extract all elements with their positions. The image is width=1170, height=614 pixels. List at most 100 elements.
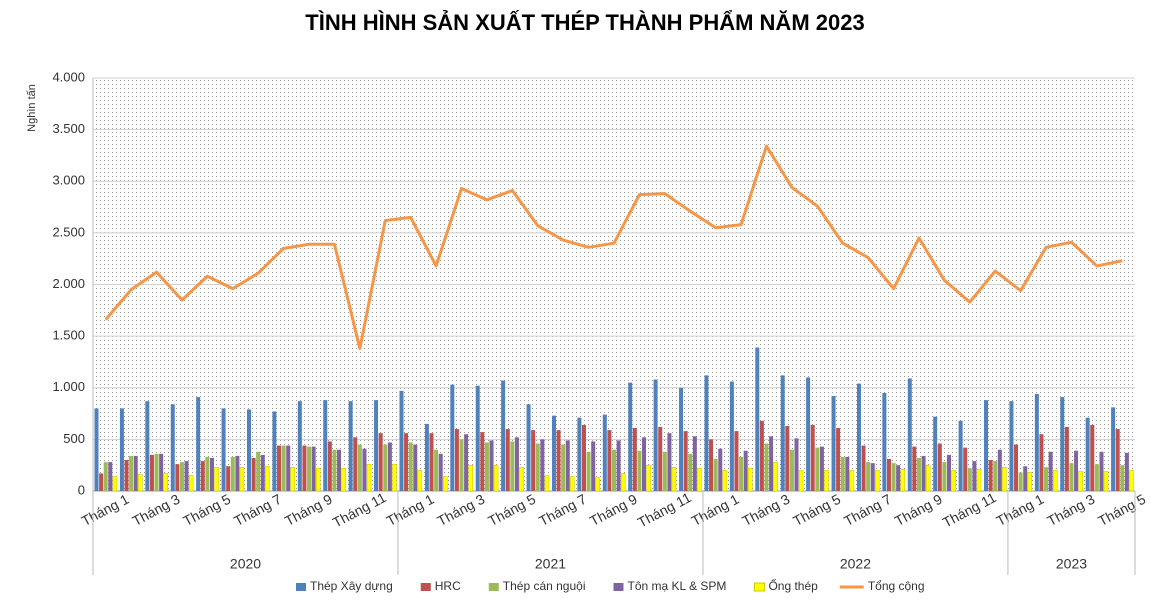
bar	[535, 443, 540, 491]
y-tick-label: 3.500	[52, 121, 85, 136]
bar	[824, 470, 829, 492]
bar	[290, 467, 296, 492]
legend-label: Tôn mạ KL & SPM	[628, 579, 727, 593]
bar	[602, 414, 607, 491]
y-tick-label: 1.000	[52, 379, 85, 394]
bar	[845, 456, 850, 491]
bar	[362, 448, 367, 491]
bar	[697, 468, 702, 492]
bar	[383, 444, 388, 491]
bar	[374, 400, 379, 491]
bar	[907, 378, 912, 491]
bar	[493, 464, 499, 492]
bar	[251, 457, 256, 491]
bar	[616, 440, 621, 491]
bar	[734, 431, 739, 491]
x-tick-label: Tháng 9	[587, 491, 640, 529]
bar	[196, 397, 201, 491]
x-tick-label: Tháng 7	[841, 491, 894, 529]
bar	[942, 462, 947, 491]
bar	[1115, 429, 1120, 491]
bar	[551, 415, 556, 491]
bar	[815, 447, 820, 491]
bar	[958, 420, 963, 491]
legend-label: Tổng cộng	[868, 579, 925, 593]
bar	[214, 467, 219, 492]
bar	[1039, 434, 1044, 491]
line	[104, 144, 1123, 351]
bar	[353, 437, 358, 491]
bar	[99, 473, 104, 491]
bar	[188, 475, 194, 492]
bar	[119, 408, 124, 491]
bar	[921, 455, 926, 491]
x-tick-label: Tháng 11	[940, 489, 999, 531]
bar	[1027, 472, 1033, 492]
x-tick-label: Tháng 11	[635, 489, 694, 531]
bar	[709, 439, 714, 491]
x-tick-label: Tháng 5	[790, 491, 843, 529]
bar	[450, 384, 455, 491]
legend-marker	[613, 583, 624, 591]
bar	[387, 442, 392, 491]
bar	[408, 442, 413, 491]
bar	[1034, 393, 1039, 491]
bar	[993, 461, 998, 491]
bar	[392, 463, 397, 492]
bar	[175, 464, 180, 491]
bar	[348, 401, 353, 491]
bar	[302, 445, 307, 491]
bar	[933, 416, 938, 491]
bar	[882, 392, 887, 491]
bar	[891, 463, 896, 491]
bar	[976, 469, 982, 492]
y-tick-label: 4.000	[52, 69, 85, 84]
bar	[595, 477, 601, 492]
bar	[112, 476, 118, 492]
y-tick-label: 0	[78, 482, 85, 497]
bar	[337, 449, 342, 491]
bar	[315, 468, 321, 492]
bar	[840, 456, 845, 491]
bar	[759, 420, 764, 491]
bar	[849, 470, 855, 492]
bar	[205, 456, 210, 491]
bar	[718, 448, 723, 491]
bar	[831, 396, 836, 491]
bar	[565, 440, 570, 491]
bar	[972, 461, 977, 491]
bar	[454, 429, 459, 491]
bar	[556, 430, 561, 491]
bar	[1085, 417, 1090, 491]
bar	[505, 429, 510, 491]
bar	[519, 467, 524, 492]
bar	[620, 473, 626, 492]
bar	[256, 451, 261, 491]
x-tick-label: Tháng 5	[485, 491, 538, 529]
bar	[886, 458, 891, 491]
bar	[679, 387, 684, 491]
bar	[378, 433, 383, 491]
bar	[417, 470, 423, 492]
bar	[277, 445, 282, 491]
bar	[184, 461, 189, 491]
bar	[988, 460, 993, 491]
bar	[424, 423, 429, 491]
group-label: 2022	[840, 556, 871, 572]
bar	[281, 445, 286, 491]
group-label: 2021	[535, 556, 566, 572]
bar	[159, 453, 164, 491]
bar	[434, 449, 439, 491]
bar	[540, 439, 545, 491]
bar	[124, 460, 129, 491]
bar	[662, 451, 667, 491]
bar	[642, 437, 647, 491]
bar	[896, 465, 901, 491]
bar	[149, 454, 154, 491]
bar	[1111, 407, 1116, 491]
bar	[145, 401, 150, 491]
x-tick-label: Tháng 7	[231, 491, 284, 529]
bar	[230, 456, 235, 491]
bar	[129, 455, 134, 491]
